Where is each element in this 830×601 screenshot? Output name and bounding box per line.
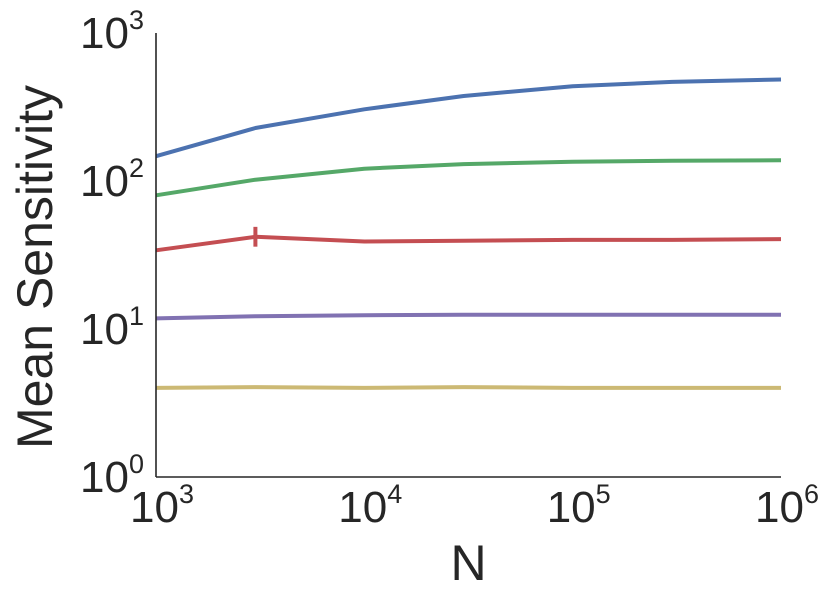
y-tick-label: 103 xyxy=(80,5,144,58)
series-layer xyxy=(155,77,782,390)
x-tick-base: 10 xyxy=(547,483,596,532)
x-tick-base: 10 xyxy=(338,483,387,532)
series-line-1 xyxy=(155,77,782,159)
y-tick-exponent: 0 xyxy=(129,449,144,479)
y-tick-base: 10 xyxy=(80,305,129,354)
x-axis-title: N xyxy=(450,535,486,591)
x-tick-label: 103 xyxy=(130,479,194,532)
y-tick-base: 10 xyxy=(80,9,129,58)
x-tick-base: 10 xyxy=(130,483,179,532)
series-line-5 xyxy=(155,385,781,390)
y-tick-exponent: 3 xyxy=(129,5,144,35)
series-line-4 xyxy=(155,312,781,321)
y-tick-label: 101 xyxy=(80,301,144,354)
x-tick-exponent: 4 xyxy=(387,479,402,509)
y-tick-label: 100 xyxy=(80,449,144,502)
x-tick-label: 106 xyxy=(755,479,819,532)
x-tick-exponent: 3 xyxy=(179,479,194,509)
x-tick-exponent: 5 xyxy=(596,479,611,509)
series-line-2 xyxy=(155,158,782,198)
x-tick-exponent: 6 xyxy=(804,479,819,509)
y-axis-title: Mean Sensitivity xyxy=(7,85,63,449)
series-line-3 xyxy=(155,234,782,253)
x-tick-label: 104 xyxy=(338,479,402,532)
y-tick-label: 102 xyxy=(80,153,144,206)
y-tick-base: 10 xyxy=(80,453,129,502)
y-tick-base: 10 xyxy=(80,157,129,206)
y-tick-exponent: 2 xyxy=(129,153,144,183)
x-tick-base: 10 xyxy=(755,483,804,532)
y-tick-exponent: 1 xyxy=(129,301,144,331)
x-tick-labels: 103 104 105 106 xyxy=(130,479,819,532)
x-tick-label: 105 xyxy=(547,479,611,532)
